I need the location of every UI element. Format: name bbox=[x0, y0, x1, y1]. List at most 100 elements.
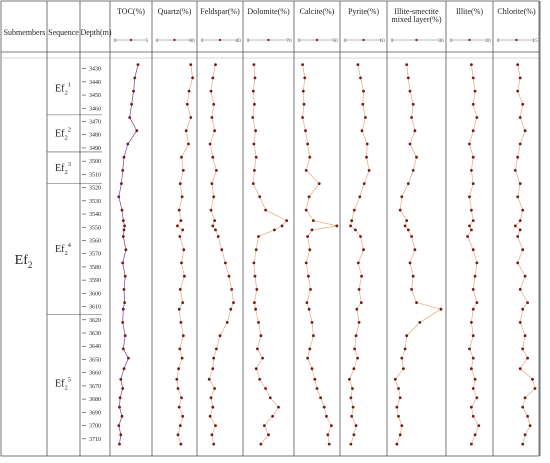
depth-tick-label: 3680 bbox=[89, 397, 101, 403]
data-point bbox=[359, 76, 362, 80]
depth-tick-label: 3580 bbox=[89, 265, 101, 271]
series-axis-max: 60 bbox=[189, 38, 195, 44]
data-point bbox=[475, 301, 479, 304]
data-point bbox=[117, 195, 121, 199]
series-axis-max: 30 bbox=[438, 38, 444, 44]
data-point bbox=[360, 274, 363, 278]
data-point bbox=[254, 129, 257, 133]
data-point bbox=[473, 377, 477, 381]
depth-tick-label: 3710 bbox=[89, 437, 101, 443]
data-point bbox=[521, 208, 525, 212]
series-axis-marker bbox=[468, 38, 471, 42]
depth-tick-label: 3500 bbox=[89, 159, 101, 165]
series-axis-min: 0 bbox=[156, 38, 159, 44]
data-point bbox=[526, 301, 529, 304]
data-point bbox=[307, 274, 310, 278]
data-point bbox=[471, 356, 475, 360]
data-point bbox=[227, 274, 231, 278]
data-point bbox=[122, 155, 126, 159]
data-point bbox=[183, 274, 186, 278]
sequence-label-4: Ef24 bbox=[55, 242, 72, 257]
data-point bbox=[253, 274, 257, 278]
data-point bbox=[350, 414, 354, 418]
data-point bbox=[225, 321, 229, 324]
data-point bbox=[305, 301, 309, 304]
data-point bbox=[135, 129, 139, 133]
data-point bbox=[470, 321, 473, 324]
submember-label: Ef2 bbox=[15, 253, 33, 270]
series-line bbox=[302, 64, 337, 445]
depth-tick-label: 3430 bbox=[89, 67, 101, 73]
data-point bbox=[271, 414, 274, 418]
data-point bbox=[310, 367, 314, 371]
data-point bbox=[411, 274, 415, 278]
data-point bbox=[255, 288, 259, 291]
sequence-label-3: Ef23 bbox=[55, 161, 71, 176]
data-point bbox=[267, 433, 270, 437]
series-title: TOC(%) bbox=[117, 7, 145, 16]
data-point bbox=[254, 155, 258, 159]
data-point bbox=[349, 224, 352, 228]
data-point bbox=[400, 356, 404, 360]
data-point bbox=[413, 248, 417, 252]
depth-tick-label: 3630 bbox=[89, 331, 101, 337]
data-point bbox=[526, 356, 529, 360]
data-point bbox=[214, 228, 217, 232]
data-point bbox=[528, 424, 532, 427]
data-point bbox=[518, 219, 522, 223]
data-point bbox=[398, 433, 402, 437]
data-point bbox=[181, 228, 185, 232]
data-point bbox=[207, 377, 211, 381]
data-point bbox=[470, 367, 473, 371]
series-axis-marker bbox=[315, 38, 319, 42]
data-point bbox=[304, 169, 308, 172]
data-point bbox=[349, 442, 353, 446]
data-point bbox=[516, 195, 520, 199]
data-point bbox=[471, 76, 475, 80]
data-point bbox=[303, 76, 307, 80]
series-axis-max: 15 bbox=[532, 38, 538, 44]
data-point bbox=[211, 76, 215, 80]
data-point bbox=[325, 414, 328, 418]
data-point bbox=[400, 195, 404, 199]
data-point bbox=[277, 405, 280, 409]
data-point bbox=[513, 224, 517, 228]
series-axis-marker bbox=[515, 38, 518, 42]
data-point bbox=[120, 208, 124, 212]
data-point bbox=[475, 261, 479, 265]
data-point bbox=[232, 301, 235, 304]
data-point bbox=[122, 367, 126, 371]
data-point bbox=[126, 142, 130, 146]
series-axis-marker bbox=[415, 38, 418, 42]
data-point bbox=[256, 347, 259, 351]
data-point bbox=[306, 142, 309, 146]
data-point bbox=[211, 155, 215, 159]
series-axis-marker bbox=[362, 38, 365, 42]
data-point bbox=[471, 334, 475, 338]
data-point bbox=[355, 307, 359, 311]
data-point bbox=[354, 424, 358, 427]
series-axis-max: 50 bbox=[332, 38, 338, 44]
data-point bbox=[121, 169, 125, 172]
data-point bbox=[304, 129, 307, 133]
series-line bbox=[208, 64, 234, 445]
data-point bbox=[118, 396, 122, 400]
series-title: Quartz(%) bbox=[158, 7, 192, 16]
data-point bbox=[307, 307, 311, 311]
data-point bbox=[216, 235, 220, 238]
data-point bbox=[208, 142, 212, 146]
data-point bbox=[258, 377, 262, 381]
data-point bbox=[180, 356, 184, 360]
series-axis-min: 0 bbox=[344, 38, 347, 44]
series-axis-min: 0 bbox=[450, 38, 453, 44]
data-point bbox=[439, 307, 443, 311]
depth-tick-label: 3540 bbox=[89, 212, 101, 218]
depth-tick-label: 3530 bbox=[89, 199, 101, 205]
data-point bbox=[182, 248, 186, 252]
data-point bbox=[177, 208, 181, 212]
data-point bbox=[362, 248, 365, 252]
data-point bbox=[312, 219, 315, 223]
data-point bbox=[468, 195, 471, 199]
data-point bbox=[468, 142, 471, 146]
submembers-header: Submembers bbox=[4, 28, 46, 37]
